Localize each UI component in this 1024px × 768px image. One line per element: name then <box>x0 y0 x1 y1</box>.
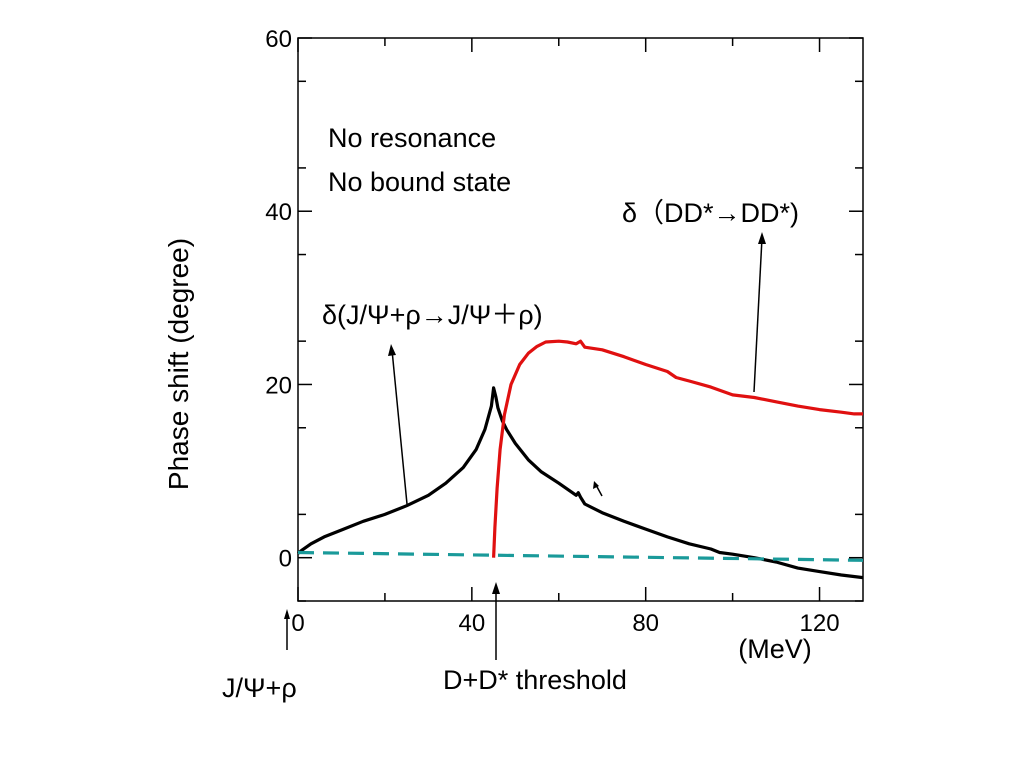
jpsi-threshold-arrowhead <box>284 609 290 619</box>
y-tick-label: 20 <box>265 372 292 399</box>
dd-series-label: δ（DD*→DD*) <box>622 198 799 228</box>
y-tick-label: 60 <box>265 26 292 53</box>
annotation-arrows <box>284 232 766 660</box>
jpsi-series-label: δ(J/Ψ+ρ→J/Ψ＋ρ) <box>322 300 543 330</box>
y-tick-label: 40 <box>265 199 292 226</box>
jpsi-rho-phase-shift-line <box>296 386 864 580</box>
dd-star-phase-shift-line <box>492 339 863 558</box>
no-resonance-text: No resonance <box>328 123 496 153</box>
jpsi-threshold-label: J/Ψ+ρ <box>222 673 297 703</box>
x-tick-label: 40 <box>458 610 485 637</box>
x-tick-label: 120 <box>800 610 840 637</box>
y-tick-label: 0 <box>279 546 292 573</box>
plot-frame <box>297 37 864 602</box>
x-tick-label: 80 <box>632 610 659 637</box>
small-arrowhead <box>593 481 599 489</box>
series-layer <box>296 339 864 580</box>
x-tick-label: 0 <box>291 610 304 637</box>
dd-label-arrowhead <box>758 232 766 244</box>
dd-threshold-arrowhead <box>492 582 500 594</box>
zero-reference-dashed-line <box>297 550 864 562</box>
x-axis-unit-label: (MeV) <box>738 634 812 664</box>
dd-label-arrow <box>753 237 763 393</box>
axes: 0 20 40 60 0 40 80 120 <box>265 26 864 637</box>
jpsi-label-arrow <box>391 349 408 505</box>
no-bound-state-text: No bound state <box>328 167 511 197</box>
y-axis-label: Phase shift (degree) <box>163 238 194 490</box>
dd-threshold-label: D+D* threshold <box>443 665 627 695</box>
jpsi-label-arrowhead <box>388 344 396 356</box>
